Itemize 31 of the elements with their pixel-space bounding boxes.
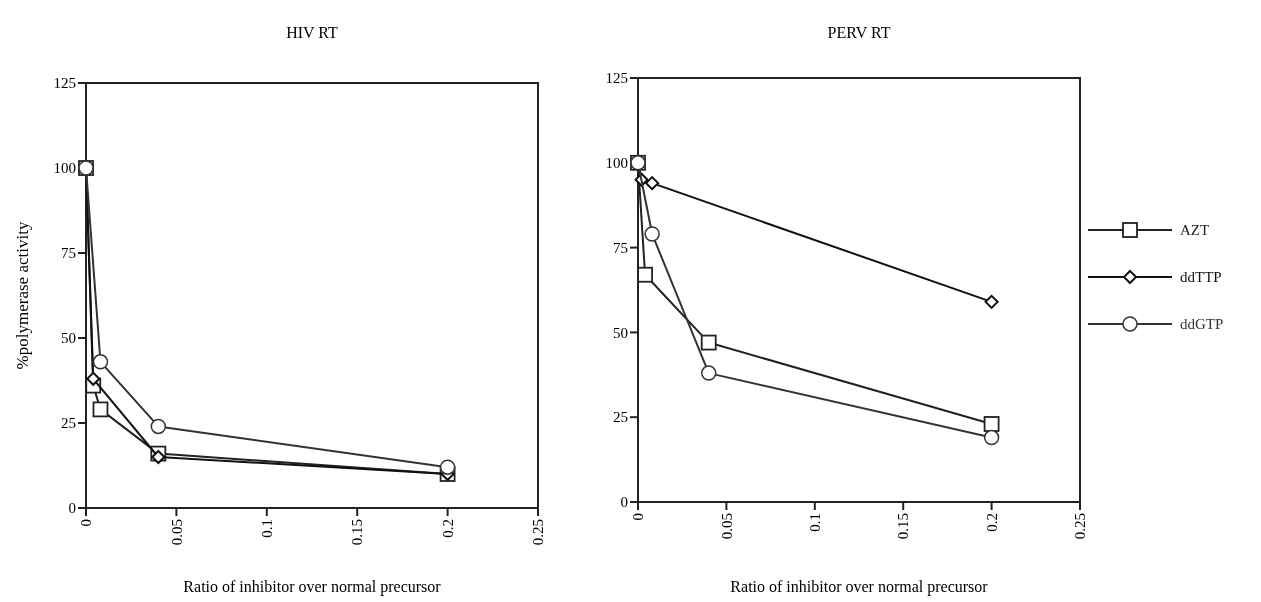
y-tick-label: 125	[53, 75, 76, 92]
x-tick-label: 0.2	[983, 513, 1000, 532]
chart-title: HIV RT	[286, 24, 339, 41]
legend-entry: ddTTP	[1087, 269, 1222, 286]
x-tick-label: 0.25	[1072, 513, 1089, 540]
y-tick-label: 25	[613, 409, 628, 426]
chart-title: PERV RT	[827, 24, 891, 41]
y-tick-label: 125	[605, 70, 628, 87]
x-tick-label: 0.05	[168, 519, 185, 546]
x-tick-label: 0.1	[807, 513, 824, 532]
x-tick-label: 0	[78, 519, 95, 527]
y-tick-label: 25	[61, 415, 76, 432]
x-tick-label: 0.15	[895, 513, 912, 540]
y-tick-label: 100	[605, 155, 628, 172]
legend-entry: AZT	[1087, 222, 1210, 239]
x-tick-label: 0.15	[349, 519, 366, 546]
y-tick-label: 50	[613, 324, 628, 341]
x-tick-label: 0	[630, 513, 647, 521]
y-tick-label: 75	[61, 245, 76, 262]
y-tick-label: 100	[53, 160, 76, 177]
x-axis-title: Ratio of inhibitor over normal precursor	[183, 578, 442, 596]
legend-entry: ddGTP	[1087, 316, 1224, 333]
y-tick-label: 75	[613, 239, 628, 256]
x-tick-label: 0.2	[439, 519, 456, 538]
y-tick-label: 0	[620, 494, 628, 511]
x-tick-label: 0.1	[259, 519, 276, 538]
x-tick-label: 0.05	[718, 513, 735, 540]
x-axis-title: Ratio of inhibitor over normal precursor	[730, 578, 989, 596]
y-axis-title: %polymerase activity	[13, 221, 32, 370]
x-tick-label: 0.25	[530, 519, 547, 546]
y-tick-label: 50	[61, 330, 76, 347]
